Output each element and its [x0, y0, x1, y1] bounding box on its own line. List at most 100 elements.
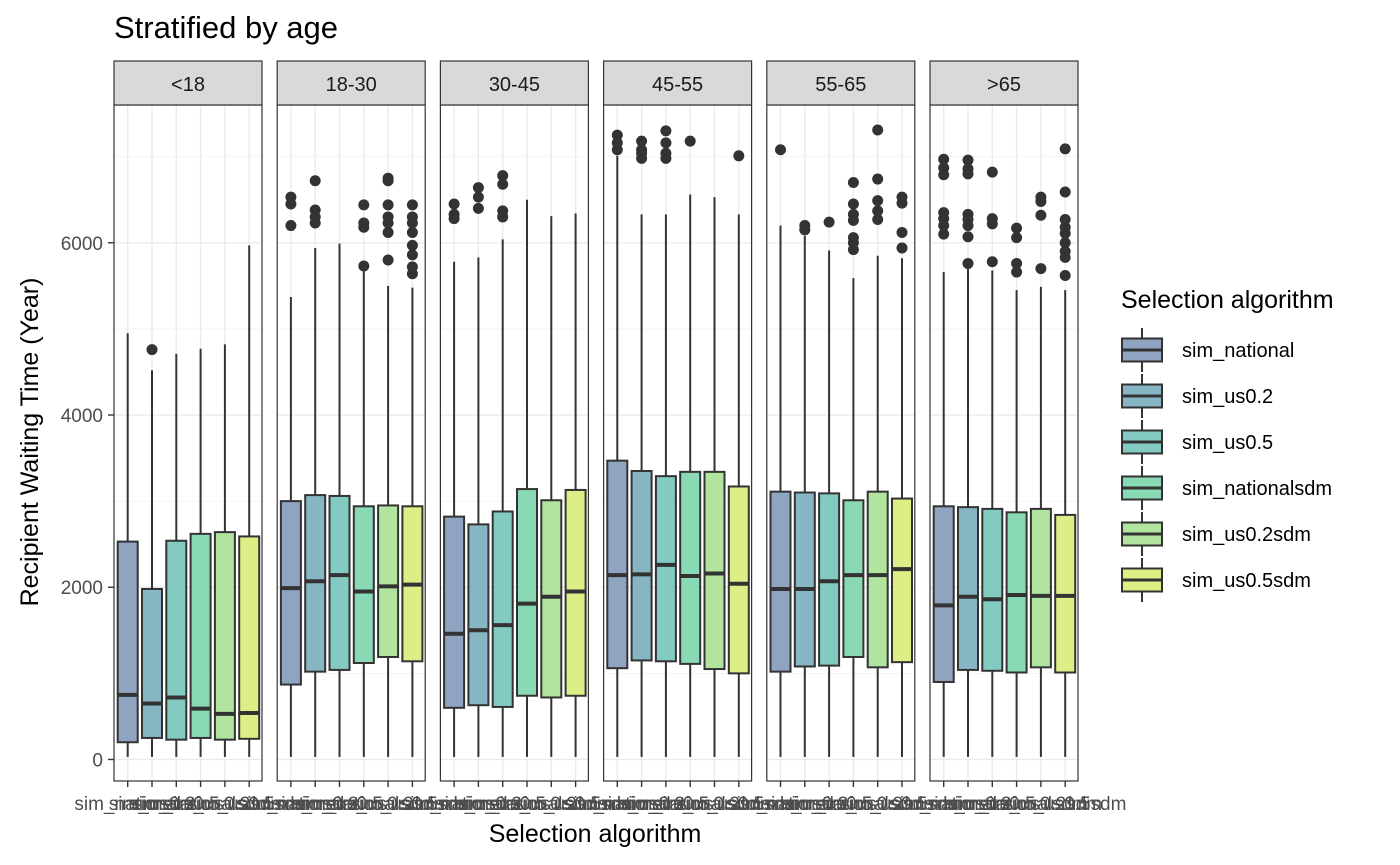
outlier-point: [1011, 232, 1023, 244]
x-tick-label: sim_us0.5: [133, 794, 220, 815]
chart-title: Stratified by age: [114, 10, 338, 45]
box-sim_national: [443, 198, 466, 757]
box-body: [891, 497, 913, 664]
outlier-point: [1059, 270, 1071, 282]
box-sim_us0.2: [957, 154, 979, 757]
legend-label: sim_nationalsdm: [1182, 478, 1332, 500]
box-body: [793, 491, 816, 668]
box-body: [769, 490, 792, 673]
facet-panel-5: >65 sim_nationalsim_us0.2sim_us0.5sim_nat…: [890, 60, 1126, 815]
box-body: [679, 470, 702, 665]
y-tick-label: 6000: [61, 234, 103, 255]
outlier-point: [1059, 237, 1071, 249]
box-body: [842, 499, 865, 658]
outlier-point: [406, 211, 418, 223]
outlier-point: [896, 242, 908, 254]
y-tick-label: 2000: [61, 578, 103, 599]
box-body: [165, 539, 188, 741]
x-tick-label: sim_us0.5: [623, 794, 710, 815]
x-tick-label: sim_us0.5sdm: [514, 794, 637, 815]
x-tick-label: sim_us0.2sdm: [653, 794, 776, 815]
outlier-point: [1059, 143, 1071, 155]
facet-strip: [276, 60, 426, 106]
x-tick-label: sim_nationalsdm: [945, 794, 1088, 815]
outlier-point: [611, 129, 623, 141]
facet-strip: [439, 60, 589, 106]
x-tick-label: sim_us0.5sdm: [841, 794, 964, 815]
box-sim_nationalsdm: [842, 177, 865, 757]
x-tick-label: sim_us0.2sdm: [490, 794, 613, 815]
outlier-point: [497, 205, 509, 217]
box-sim_us0.5sdm: [401, 199, 424, 757]
facet-strip-label: 18-30: [326, 74, 377, 96]
outlier-point: [660, 137, 672, 149]
outlier-point: [285, 191, 297, 203]
outlier-point: [382, 199, 394, 211]
outlier-point: [146, 344, 158, 356]
outlier-point: [472, 202, 484, 214]
box-sim_national: [769, 144, 792, 757]
box-body: [727, 485, 750, 675]
x-tick-label: sim_us0.5sdm: [188, 794, 311, 815]
box-body: [957, 506, 979, 671]
outlier-point: [382, 211, 394, 223]
facet-panel-2: 30-45 sim_nationalsim_us0.2sim_us0.5sim_n…: [401, 60, 637, 815]
box-sim_us0.2sdm: [540, 216, 563, 757]
box-sim_us0.2sdm: [377, 172, 400, 757]
outlier-point: [1059, 186, 1071, 198]
x-tick-label: sim_national: [401, 794, 508, 815]
box-body: [467, 523, 490, 707]
outlier-point: [799, 220, 811, 232]
box-body: [540, 499, 563, 699]
legend-label: sim_us0.5: [1182, 432, 1273, 454]
box-sim_national: [932, 153, 955, 757]
y-tick-label: 0: [92, 750, 103, 771]
facet-strip-label: <18: [171, 74, 205, 96]
x-tick-label: sim_nationalsdm: [293, 794, 436, 815]
box-sim_nationalsdm: [352, 199, 375, 757]
x-tick-label: sim_nationalsdm: [619, 794, 762, 815]
outlier-point: [823, 216, 835, 228]
facet-strip: [602, 60, 753, 106]
y-tick-label: 4000: [61, 406, 103, 427]
outlier-point: [986, 166, 998, 178]
legend-key-sim_us0.2sdm: sim_us0.2sdm: [1121, 512, 1311, 556]
outlier-point: [872, 214, 884, 226]
box-sim_nationalsdm: [189, 348, 212, 757]
legend-label: sim_us0.2: [1182, 386, 1273, 408]
box-sim_us0.5sdm: [564, 213, 587, 757]
outlier-point: [1035, 263, 1047, 275]
outlier-point: [1059, 214, 1071, 226]
facet-strip: [113, 60, 263, 106]
outlier-point: [448, 208, 460, 220]
x-tick-label: sim_national: [890, 794, 997, 815]
outlier-point: [872, 124, 884, 136]
box-sim_us0.2: [304, 175, 327, 757]
x-tick-label: sim_nationalsdm: [129, 794, 272, 815]
box-body: [213, 531, 236, 741]
facet-panel-4: 55-65 sim_nationalsim_us0.2sim_us0.5sim_n…: [727, 60, 964, 815]
x-tick-label: sim_us0.2sdm: [164, 794, 287, 815]
box-sim_us0.5sdm: [727, 150, 750, 757]
outlier-point: [660, 125, 672, 137]
box-sim_us0.2: [467, 182, 490, 757]
outlier-point: [406, 239, 418, 251]
x-tick-label: sim_us0.2: [272, 794, 359, 815]
x-tick-label: sim_us0.2: [109, 794, 196, 815]
x-tick-label: sim_us0.2sdm: [816, 794, 939, 815]
box-sim_us0.5sdm: [1054, 143, 1077, 757]
outlier-point: [1011, 222, 1023, 234]
box-body: [116, 540, 139, 744]
outlier-point: [406, 261, 418, 273]
outlier-point: [1035, 191, 1047, 203]
outlier-point: [358, 199, 370, 211]
box-sim_nationalsdm: [516, 199, 538, 757]
box-sim_us0.2sdm: [703, 197, 726, 757]
outlier-point: [962, 154, 974, 166]
box-sim_nationalsdm: [679, 135, 702, 757]
x-tick-label: sim_us0.5sdm: [351, 794, 474, 815]
box-sim_national: [606, 129, 629, 757]
x-tick-label: sim_us0.5: [786, 794, 873, 815]
x-tick-label: sim_us0.5: [949, 794, 1036, 815]
